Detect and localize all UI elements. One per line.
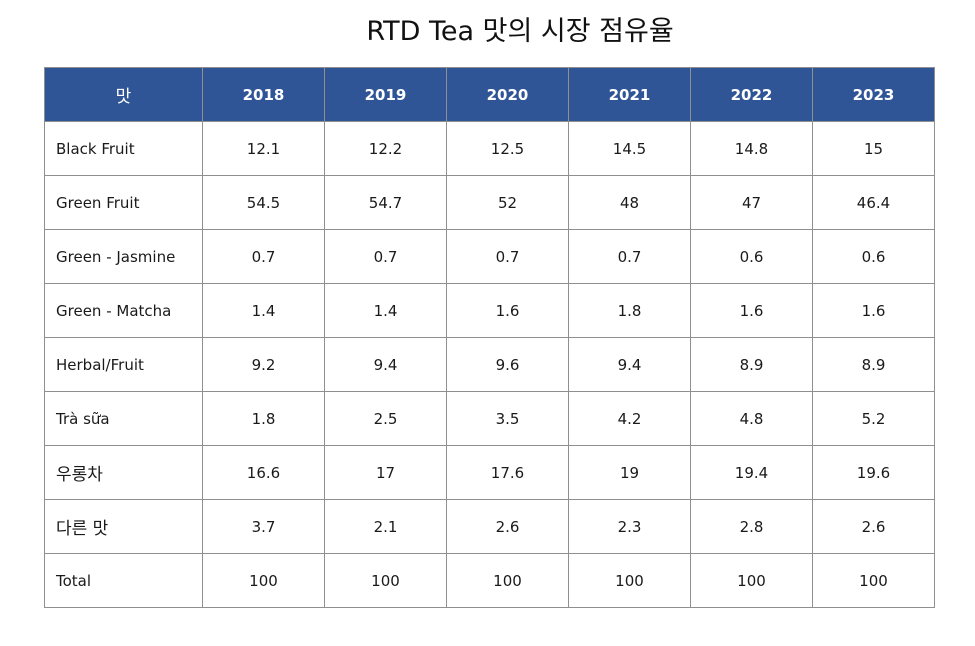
column-header-2023: 2023 xyxy=(812,67,935,122)
table-cell: 9.4 xyxy=(324,337,447,392)
row-label: Total xyxy=(44,553,203,608)
table-row: 다른 맛 3.7 2.1 2.6 2.3 2.8 2.6 xyxy=(44,499,935,554)
table-cell: 2.5 xyxy=(324,391,447,446)
table-cell: 15 xyxy=(812,121,935,176)
table-row: Green - Matcha 1.4 1.4 1.6 1.8 1.6 1.6 xyxy=(44,283,935,338)
market-share-table: 맛 2018 2019 2020 2021 2022 2023 Black Fr… xyxy=(44,67,935,608)
table-cell: 9.4 xyxy=(568,337,691,392)
table-cell: 100 xyxy=(812,553,935,608)
table-cell: 0.7 xyxy=(202,229,325,284)
table-cell: 0.6 xyxy=(812,229,935,284)
table-row: 우롱차 16.6 17 17.6 19 19.4 19.6 xyxy=(44,445,935,500)
column-header-2018: 2018 xyxy=(202,67,325,122)
table-cell: 100 xyxy=(202,553,325,608)
table-row: Green - Jasmine 0.7 0.7 0.7 0.7 0.6 0.6 xyxy=(44,229,935,284)
table-cell: 52 xyxy=(446,175,569,230)
table-row: Black Fruit 12.1 12.2 12.5 14.5 14.8 15 xyxy=(44,121,935,176)
table-cell: 0.7 xyxy=(324,229,447,284)
table-cell: 17 xyxy=(324,445,447,500)
table-cell: 100 xyxy=(324,553,447,608)
table-cell: 1.6 xyxy=(812,283,935,338)
row-label: Herbal/Fruit xyxy=(44,337,203,392)
table-cell: 2.6 xyxy=(812,499,935,554)
row-label: Black Fruit xyxy=(44,121,203,176)
table-cell: 54.7 xyxy=(324,175,447,230)
table-cell: 14.8 xyxy=(690,121,813,176)
table-cell: 100 xyxy=(690,553,813,608)
table-cell: 2.3 xyxy=(568,499,691,554)
table-cell: 8.9 xyxy=(812,337,935,392)
table-cell: 1.4 xyxy=(324,283,447,338)
column-header-flavor: 맛 xyxy=(44,67,203,122)
table-cell: 46.4 xyxy=(812,175,935,230)
table-cell: 54.5 xyxy=(202,175,325,230)
table-body: Black Fruit 12.1 12.2 12.5 14.5 14.8 15 Green F… xyxy=(44,121,935,608)
row-label: Green - Jasmine xyxy=(44,229,203,284)
table-cell: 14.5 xyxy=(568,121,691,176)
table-cell: 1.8 xyxy=(568,283,691,338)
table-cell: 19 xyxy=(568,445,691,500)
table-row: Total 100 100 100 100 100 100 xyxy=(44,553,935,608)
row-label: 다른 맛 xyxy=(44,499,203,554)
table-cell: 1.6 xyxy=(446,283,569,338)
table-cell: 2.8 xyxy=(690,499,813,554)
table-cell: 1.6 xyxy=(690,283,813,338)
table-cell: 48 xyxy=(568,175,691,230)
table-cell: 1.8 xyxy=(202,391,325,446)
row-label: Trà sữa xyxy=(44,391,203,446)
table-title: RTD Tea 맛의 시장 점유율 xyxy=(366,16,674,47)
table-cell: 19.4 xyxy=(690,445,813,500)
table-cell: 2.6 xyxy=(446,499,569,554)
table-cell: 17.6 xyxy=(446,445,569,500)
table-cell: 4.8 xyxy=(690,391,813,446)
column-header-2021: 2021 xyxy=(568,67,691,122)
table-cell: 3.5 xyxy=(446,391,569,446)
column-header-2019: 2019 xyxy=(324,67,447,122)
row-label: Green Fruit xyxy=(44,175,203,230)
table-cell: 100 xyxy=(446,553,569,608)
header-row: 맛 2018 2019 2020 2021 2022 2023 xyxy=(44,67,935,122)
table-cell: 16.6 xyxy=(202,445,325,500)
table-cell: 0.7 xyxy=(568,229,691,284)
row-label: 우롱차 xyxy=(44,445,203,500)
table-row: Trà sữa 1.8 2.5 3.5 4.2 4.8 5.2 xyxy=(44,391,935,446)
table-cell: 0.7 xyxy=(446,229,569,284)
table-cell: 12.5 xyxy=(446,121,569,176)
table-cell: 9.6 xyxy=(446,337,569,392)
table-cell: 5.2 xyxy=(812,391,935,446)
table-cell: 3.7 xyxy=(202,499,325,554)
column-header-2020: 2020 xyxy=(446,67,569,122)
table-cell: 100 xyxy=(568,553,691,608)
row-label: Green - Matcha xyxy=(44,283,203,338)
table-cell: 19.6 xyxy=(812,445,935,500)
table-cell: 1.4 xyxy=(202,283,325,338)
table-cell: 0.6 xyxy=(690,229,813,284)
table-cell: 47 xyxy=(690,175,813,230)
column-header-2022: 2022 xyxy=(690,67,813,122)
table-cell: 12.1 xyxy=(202,121,325,176)
table-cell: 2.1 xyxy=(324,499,447,554)
table-cell: 4.2 xyxy=(568,391,691,446)
table-cell: 12.2 xyxy=(324,121,447,176)
table-cell: 9.2 xyxy=(202,337,325,392)
table-row: Green Fruit 54.5 54.7 52 48 47 46.4 xyxy=(44,175,935,230)
table-cell: 8.9 xyxy=(690,337,813,392)
table-row: Herbal/Fruit 9.2 9.4 9.6 9.4 8.9 8.9 xyxy=(44,337,935,392)
